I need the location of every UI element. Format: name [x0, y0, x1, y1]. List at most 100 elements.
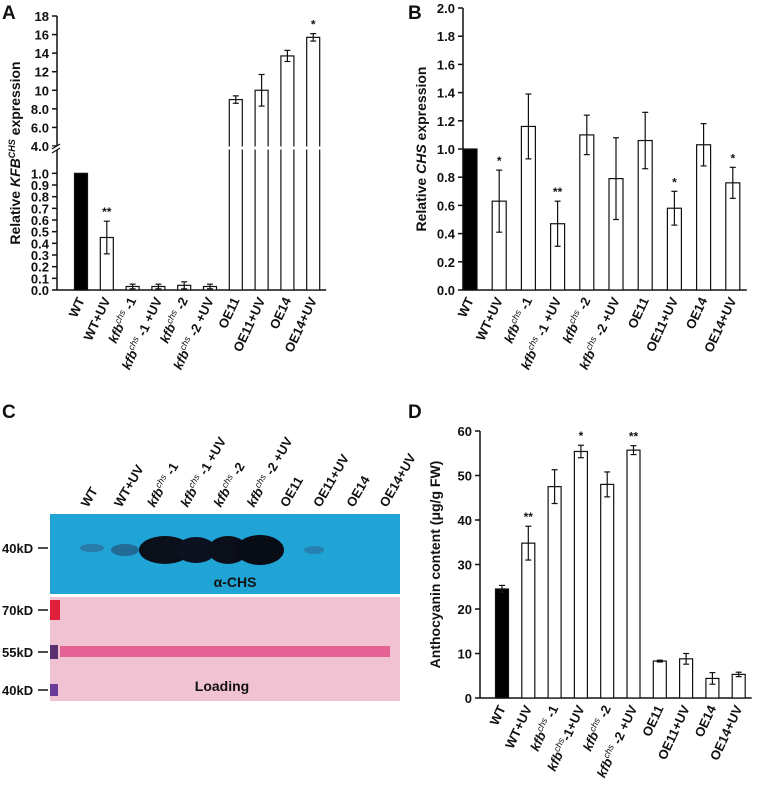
- panel-label: C: [2, 402, 16, 423]
- bar: [626, 449, 641, 699]
- y-tick-label: 0.4: [31, 236, 50, 251]
- x-tick-label: WT+UV: [473, 295, 506, 343]
- y-tick-label: 40: [458, 513, 472, 528]
- y-tick-label: 12: [35, 65, 49, 80]
- y-tick-label: 1.6: [437, 57, 455, 72]
- label-run: Relative: [7, 187, 23, 245]
- lane-label: WT+UV: [111, 462, 147, 510]
- panel-label: B: [408, 3, 422, 24]
- significance: **: [629, 430, 639, 444]
- label-run: -1: [515, 295, 535, 315]
- label-run: Anthocyanin content (μg/g FW): [427, 461, 443, 669]
- loading-label: Loading: [195, 678, 249, 694]
- y-tick-label: 16: [35, 28, 49, 43]
- label-run: -2 +UV: [590, 295, 623, 342]
- significance: *: [672, 175, 677, 189]
- y-tick-label: 0.7: [31, 201, 49, 216]
- y-tick-label: 0.3: [31, 248, 49, 263]
- x-tick-label: OE14: [266, 294, 294, 331]
- band: [80, 544, 104, 552]
- label-run: -1 +UV: [532, 295, 565, 342]
- significance: *: [730, 151, 735, 165]
- label-run: -1: [541, 703, 561, 723]
- lane-label: kfbchs -2: [210, 459, 248, 509]
- y-tick-label: 0.2: [437, 255, 455, 270]
- band: [60, 646, 390, 657]
- label-run: kfb: [244, 485, 267, 509]
- bar: [521, 542, 536, 699]
- lane-label: WT: [78, 484, 101, 509]
- band: [208, 536, 248, 564]
- band: [111, 544, 139, 556]
- label-run: -1 +UV: [194, 434, 229, 480]
- label-run: CHS: [7, 139, 17, 158]
- label-run: kfb: [170, 348, 192, 372]
- label-run: KFB: [7, 158, 23, 187]
- label-run: kfb: [580, 729, 602, 753]
- significance: **: [102, 205, 112, 219]
- y-tick-label: 20: [458, 602, 472, 617]
- label-run: kfb: [210, 485, 233, 509]
- label-run: kfb: [559, 321, 581, 345]
- y-tick-label: 30: [458, 558, 472, 573]
- label-run: -2: [594, 703, 614, 723]
- x-tick-label: kfbchs -1: [104, 295, 139, 346]
- x-tick-label: OE11: [215, 295, 242, 331]
- x-tick-label: OE11: [625, 295, 652, 331]
- label-run: -1+UV: [558, 703, 587, 743]
- label-run: kfb: [501, 321, 523, 345]
- lane-label: OE11: [277, 474, 306, 510]
- y-tick-label: 18: [35, 9, 49, 24]
- bar: [280, 55, 295, 291]
- y-tick-label: 14: [35, 46, 50, 61]
- panel-label: A: [2, 3, 16, 24]
- y-tick-label: 0.5: [31, 225, 49, 240]
- bar: [254, 89, 269, 291]
- label-run: kfb: [119, 348, 141, 372]
- blot-image: [38, 514, 400, 701]
- x-tick-label: kfbchs -1: [526, 703, 561, 754]
- band: [236, 535, 284, 565]
- x-tick-label: kfbchs -1: [500, 295, 535, 346]
- ladder: [50, 645, 58, 659]
- bar: [306, 36, 321, 291]
- y-tick-label: 0.8: [437, 170, 455, 185]
- label-run: expression: [7, 61, 23, 139]
- marker-label: 70kD: [2, 603, 33, 618]
- bar: [547, 486, 562, 699]
- x-tick-label: kfbchs -2: [156, 295, 191, 346]
- y-tick-label: 60: [458, 424, 472, 439]
- y-tick-label: 0.4: [437, 227, 456, 242]
- marker-label: 40kD: [2, 683, 33, 698]
- y-tick-label: 10: [35, 83, 49, 98]
- x-tick-label: kfbchs -2: [558, 295, 593, 346]
- y-tick-label: 6.0: [31, 120, 49, 135]
- break-mark: [51, 147, 61, 154]
- y-tick-label: 0.9: [31, 178, 49, 193]
- label-run: -1: [161, 460, 182, 481]
- y-axis-label: Relative KFBCHS expression: [7, 61, 23, 244]
- label-run: -2: [227, 460, 248, 481]
- y-tick-label: 0.0: [31, 283, 49, 298]
- label-run: kfb: [544, 749, 566, 773]
- label-run: kfb: [527, 729, 549, 753]
- marker-label: 40kD: [2, 541, 33, 556]
- antibody-label: α-CHS: [214, 574, 257, 590]
- y-tick-label: 0.6: [437, 198, 455, 213]
- bar: [695, 144, 712, 291]
- label-run: expression: [413, 67, 429, 145]
- bar: [600, 483, 615, 699]
- bar: [494, 588, 510, 699]
- y-tick-label: 1.0: [437, 142, 455, 157]
- label-run: kfb: [157, 321, 179, 345]
- y-tick-label: 1.4: [437, 86, 456, 101]
- y-tick-label: 8.0: [31, 102, 49, 117]
- band: [176, 537, 216, 563]
- label-run: kfb: [177, 485, 200, 509]
- x-tick-label: OE14: [691, 702, 719, 739]
- significance: *: [311, 18, 316, 32]
- y-tick-label: 0.2: [31, 260, 49, 275]
- y-tick-label: 0.0: [437, 283, 455, 298]
- bar: [579, 134, 595, 291]
